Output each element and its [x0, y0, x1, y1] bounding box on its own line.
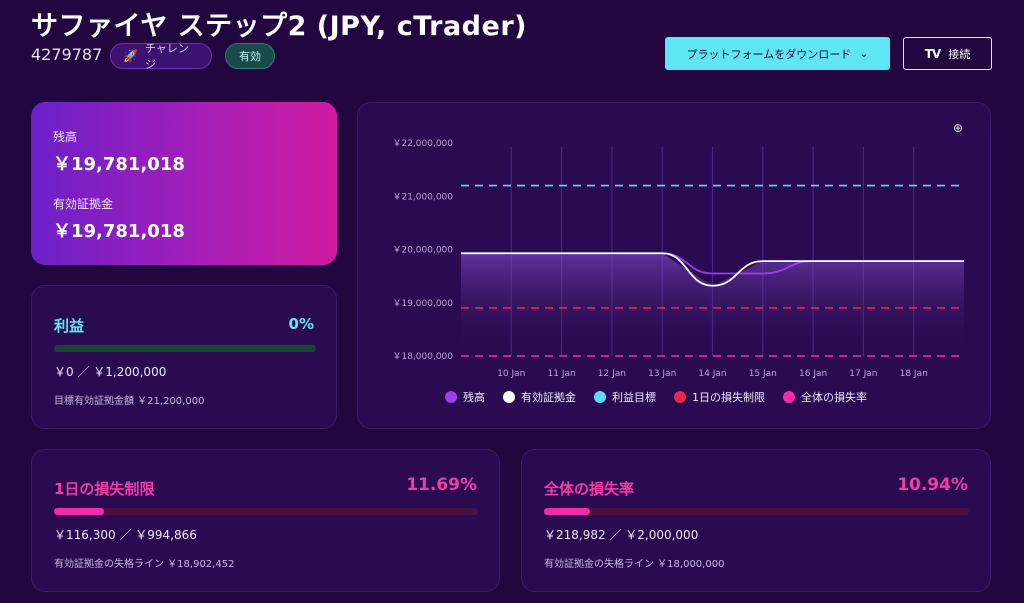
status-badge: 有効 [225, 43, 275, 69]
daily-loss-progress-bar [54, 508, 478, 515]
x-tick-label: 14 Jan [698, 369, 726, 379]
legend-equity[interactable]: 有効証拠金 [503, 389, 576, 405]
legend-balance-label: 残高 [463, 391, 485, 404]
tradingview-icon: TV [924, 46, 942, 61]
total-loss-percent: 10.94% [897, 475, 968, 495]
legend-total-loss-label: 全体の損失率 [801, 391, 867, 404]
legend-daily-loss-label: 1日の損失制限 [692, 391, 765, 404]
daily-loss-title: 1日の損失制限 [54, 480, 155, 498]
x-tick-label: 16 Jan [799, 369, 827, 379]
total-loss-card: 全体の損失率 10.94% ￥218,982 ／ ￥2,000,000 有効証拠… [521, 449, 991, 592]
page-title: サファイヤ ステップ2 (JPY, cTrader) [31, 11, 527, 42]
x-tick-label: 18 Jan [900, 369, 928, 379]
total-loss-amount: ￥218,982 ／ ￥2,000,000 [544, 528, 699, 542]
balance-label: 残高 [53, 130, 78, 144]
profit-target-note: 目標有効証拠金額 ￥21,200,000 [54, 396, 205, 407]
legend-total-loss[interactable]: 全体の損失率 [783, 389, 867, 405]
equity-label: 有効証拠金 [53, 197, 114, 211]
daily-loss-percent: 11.69% [406, 475, 477, 495]
download-platform-label: プラットフォームをダウンロード [686, 47, 852, 61]
x-tick-label: 12 Jan [598, 369, 626, 379]
legend-balance-dot [445, 391, 457, 403]
x-tick-label: 11 Jan [548, 369, 576, 379]
equity-line [461, 252, 964, 287]
daily-loss-note: 有効証拠金の失格ライン ￥18,902,452 [54, 559, 235, 570]
x-tick-label: 10 Jan [497, 369, 525, 379]
legend-profit-target-dot [594, 391, 606, 403]
daily-loss-progress-fill [54, 508, 104, 515]
legend-daily-loss-dot [674, 391, 686, 403]
y-tick-label: ￥21,000,000 [392, 192, 453, 202]
equity-value: ￥19,781,018 [53, 221, 185, 242]
equity-area [461, 253, 964, 356]
x-tick-label: 13 Jan [648, 369, 676, 379]
legend-balance[interactable]: 残高 [445, 389, 485, 405]
legend-equity-dot [503, 391, 515, 403]
chart-legend: 残高 有効証拠金 利益目標 1日の損失制限 全体の損失率 [445, 389, 867, 405]
y-tick-label: ￥18,000,000 [392, 352, 453, 362]
y-tick-label: ￥22,000,000 [392, 139, 453, 149]
legend-profit-target[interactable]: 利益目標 [594, 389, 656, 405]
chart-card: ⊕ ￥22,000,000 ￥21,000,000 ￥20,000,000 ￥19,0… [357, 102, 991, 429]
connect-label: 接続 [948, 47, 971, 61]
balance-card: 残高 ￥19,781,018 有効証拠金 ￥19,781,018 [31, 102, 337, 265]
x-tick-label: 15 Jan [749, 369, 777, 379]
total-loss-note: 有効証拠金の失格ライン ￥18,000,000 [544, 559, 725, 570]
chevron-down-icon: ⌄ [859, 47, 869, 60]
x-tick-label: 17 Jan [849, 369, 877, 379]
y-tick-label: ￥20,000,000 [392, 246, 453, 256]
connect-button[interactable]: TV 接続 [903, 37, 992, 70]
challenge-badge-label: チャレンジ [144, 42, 189, 71]
rocket-icon: 🚀 [123, 49, 138, 63]
account-id: 4279787 [31, 45, 103, 64]
legend-daily-loss[interactable]: 1日の損失制限 [674, 389, 765, 405]
profit-progress-bar [54, 345, 316, 352]
download-platform-button[interactable]: プラットフォームをダウンロード ⌄ [665, 37, 890, 70]
profit-amount: ￥0 ／ ￥1,200,000 [54, 365, 167, 379]
challenge-badge: 🚀 チャレンジ [110, 42, 212, 71]
total-loss-progress-bar [544, 508, 969, 515]
legend-equity-label: 有効証拠金 [521, 391, 576, 404]
y-tick-label: ￥19,000,000 [392, 299, 453, 309]
zoom-icon[interactable]: ⊕ [952, 121, 963, 135]
daily-loss-card: 1日の損失制限 11.69% ￥116,300 ／ ￥994,866 有効証拠金… [31, 449, 500, 592]
total-loss-title: 全体の損失率 [544, 480, 635, 498]
legend-profit-target-label: 利益目標 [612, 391, 656, 404]
daily-loss-amount: ￥116,300 ／ ￥994,866 [54, 528, 197, 542]
profit-percent: 0% [288, 315, 314, 333]
profit-card: 利益 0% ￥0 ／ ￥1,200,000 目標有効証拠金額 ￥21,200,0… [31, 285, 337, 429]
equity-chart: ￥22,000,000 ￥21,000,000 ￥20,000,000 ￥19,000… [392, 139, 964, 379]
profit-title: 利益 [54, 317, 85, 335]
balance-value: ￥19,781,018 [53, 154, 185, 175]
total-loss-progress-fill [544, 508, 591, 515]
legend-total-loss-dot [783, 391, 795, 403]
